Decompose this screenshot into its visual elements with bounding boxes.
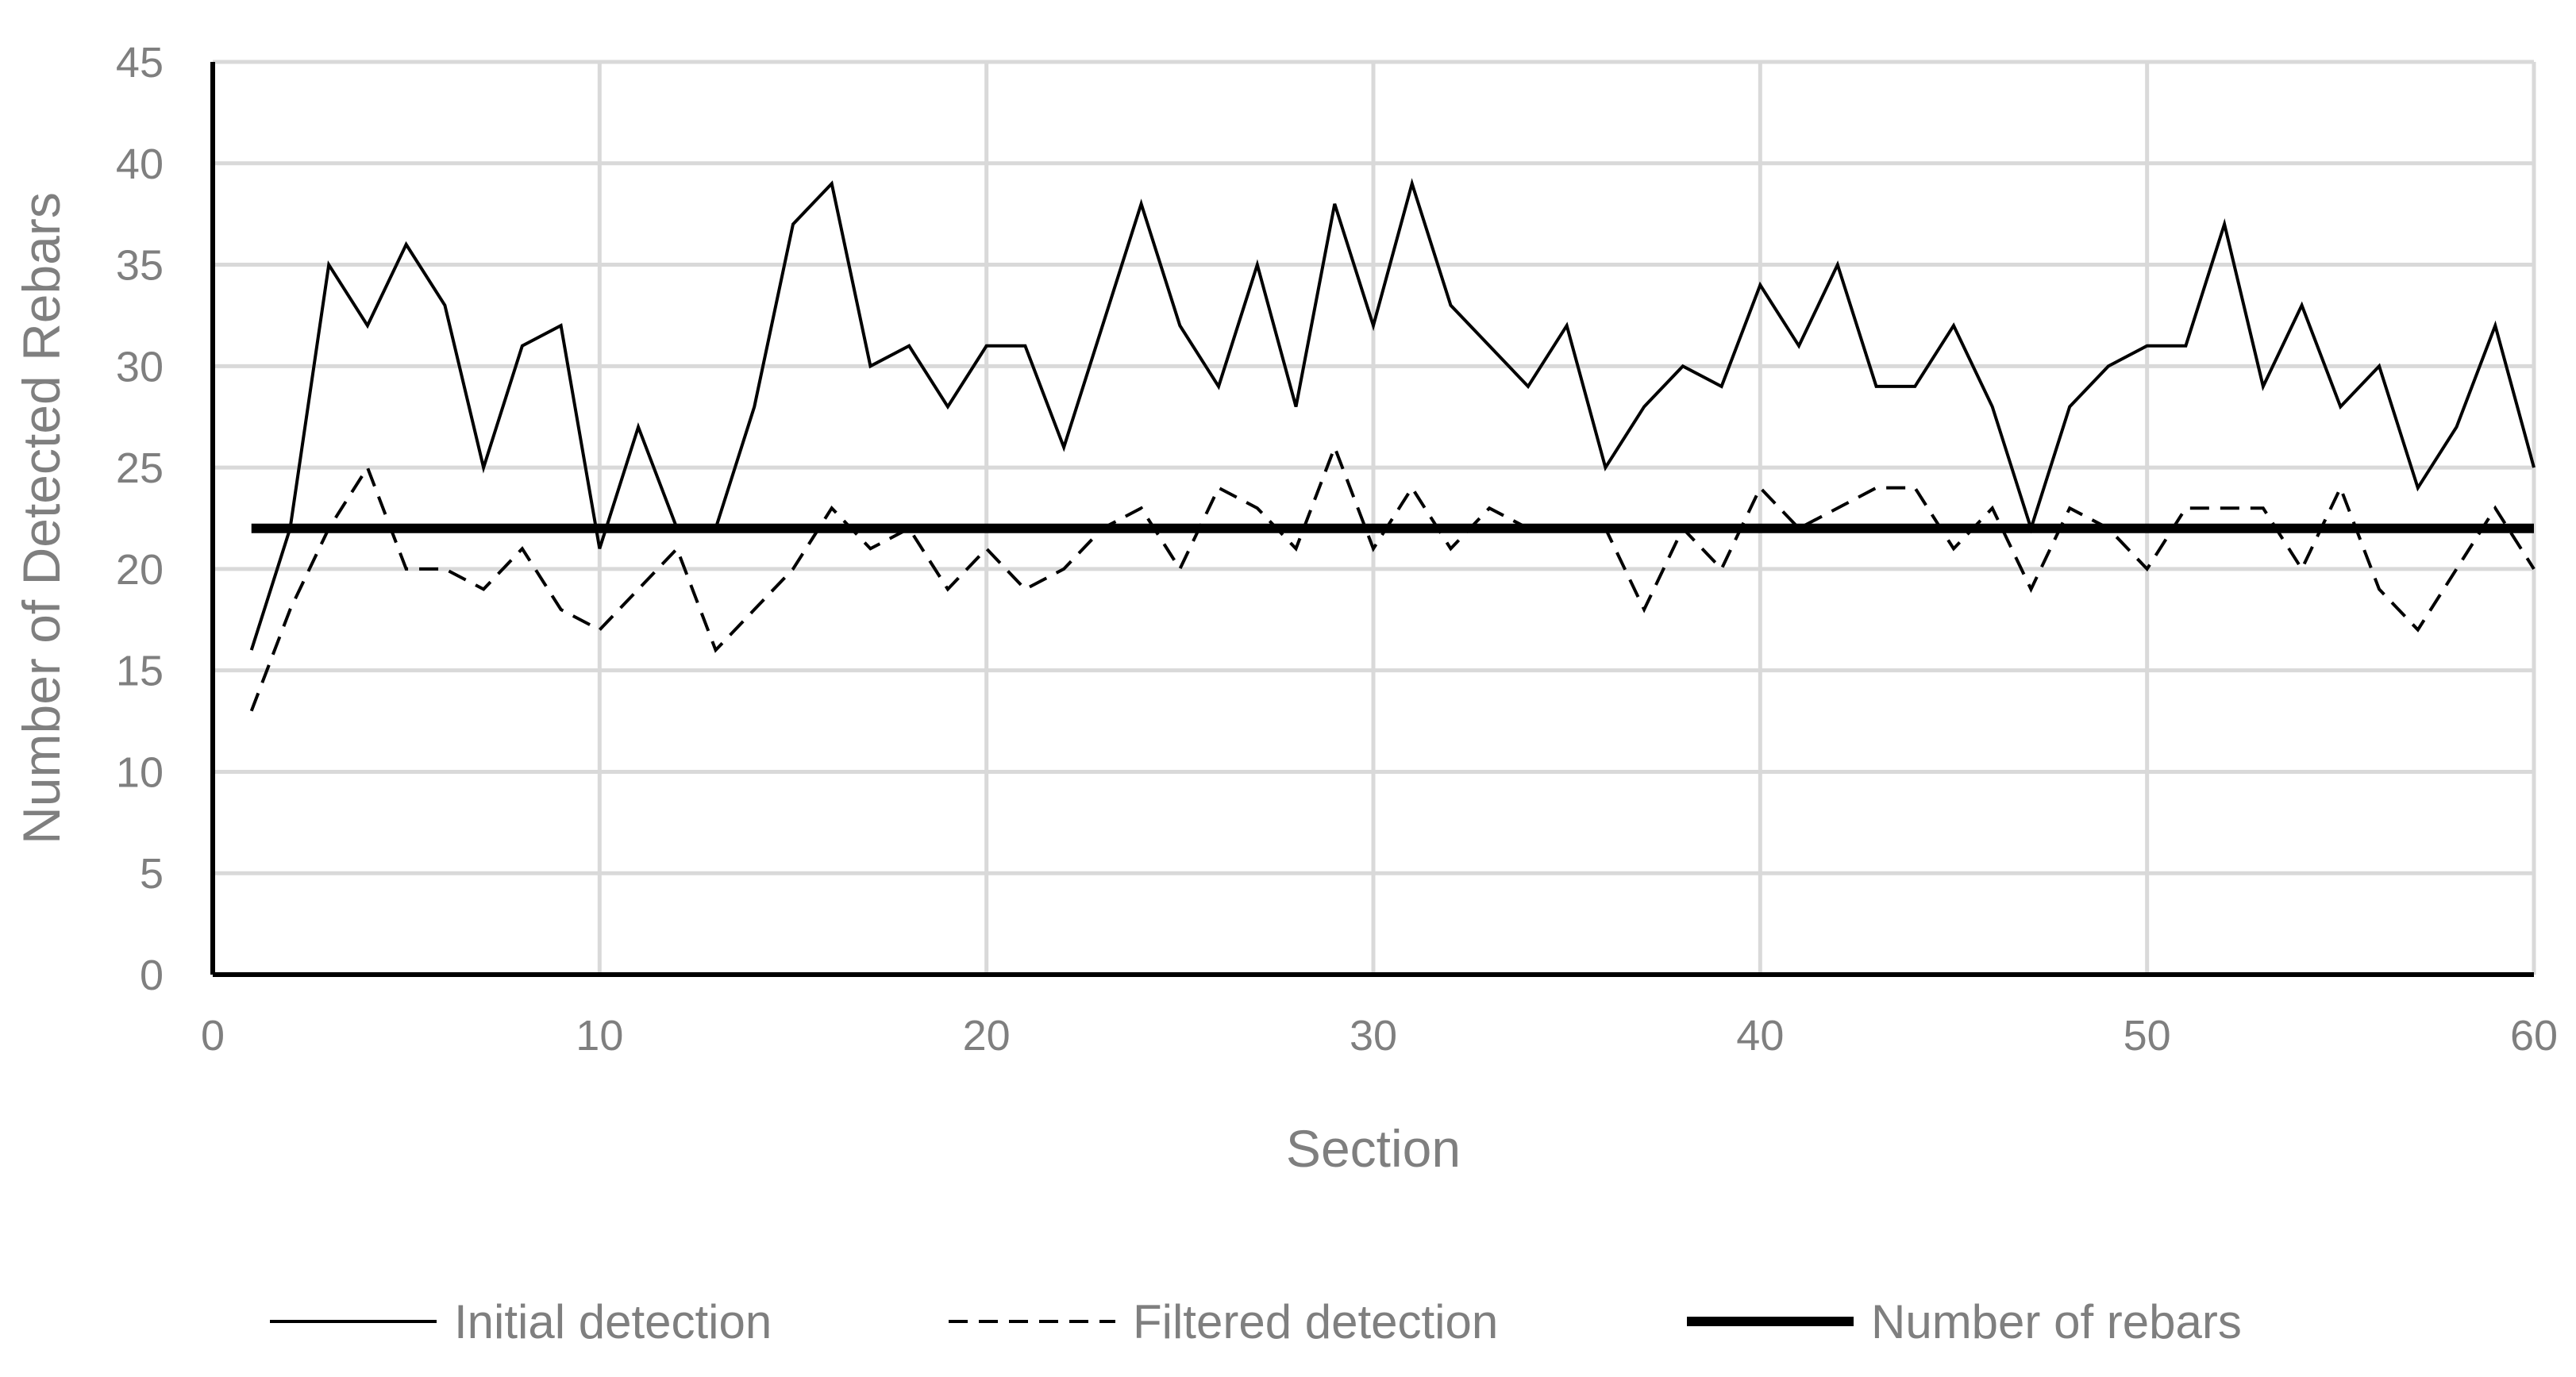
y-tick-label: 25: [116, 444, 164, 492]
legend-label: Filtered detection: [1133, 1295, 1498, 1348]
axes: [210, 62, 2534, 977]
legend-label: Initial detection: [454, 1295, 772, 1348]
y-tick-label: 20: [116, 546, 164, 594]
y-tick-label: 0: [140, 952, 164, 999]
y-tick-label: 5: [140, 850, 164, 898]
x-tick-label: 10: [576, 1012, 623, 1060]
x-tick-label: 20: [963, 1012, 1011, 1060]
y-tick-label: 30: [116, 343, 164, 390]
x-tick-label: 60: [2510, 1012, 2558, 1060]
legend-label: Number of rebars: [1871, 1295, 2242, 1348]
x-tick-label: 0: [201, 1012, 225, 1060]
x-axis-title: Section: [1286, 1119, 1461, 1178]
series-lines: [249, 178, 2536, 712]
y-tick-label: 45: [116, 39, 164, 87]
x-tick-label: 30: [1350, 1012, 1397, 1060]
y-axis-title: Number of Detected Rebars: [12, 192, 71, 844]
series-line-filtered-detection: [249, 442, 2536, 712]
gridlines: [213, 60, 2536, 975]
y-tick-label: 10: [116, 748, 164, 796]
y-tick-label: 15: [116, 648, 164, 695]
series-line-initial-detection: [249, 178, 2536, 651]
x-tick-label: 40: [1736, 1012, 1784, 1060]
x-tick-label: 50: [2124, 1012, 2171, 1060]
y-tick-label: 35: [116, 242, 164, 290]
legend: Initial detection Filtered detection Numbe…: [270, 1295, 2242, 1348]
y-tick-label: 40: [116, 140, 164, 188]
tick-labels: 0 5 10 15 20 25 30 35 40 45 0 10 20 30 40 50 60: [116, 39, 2558, 1060]
